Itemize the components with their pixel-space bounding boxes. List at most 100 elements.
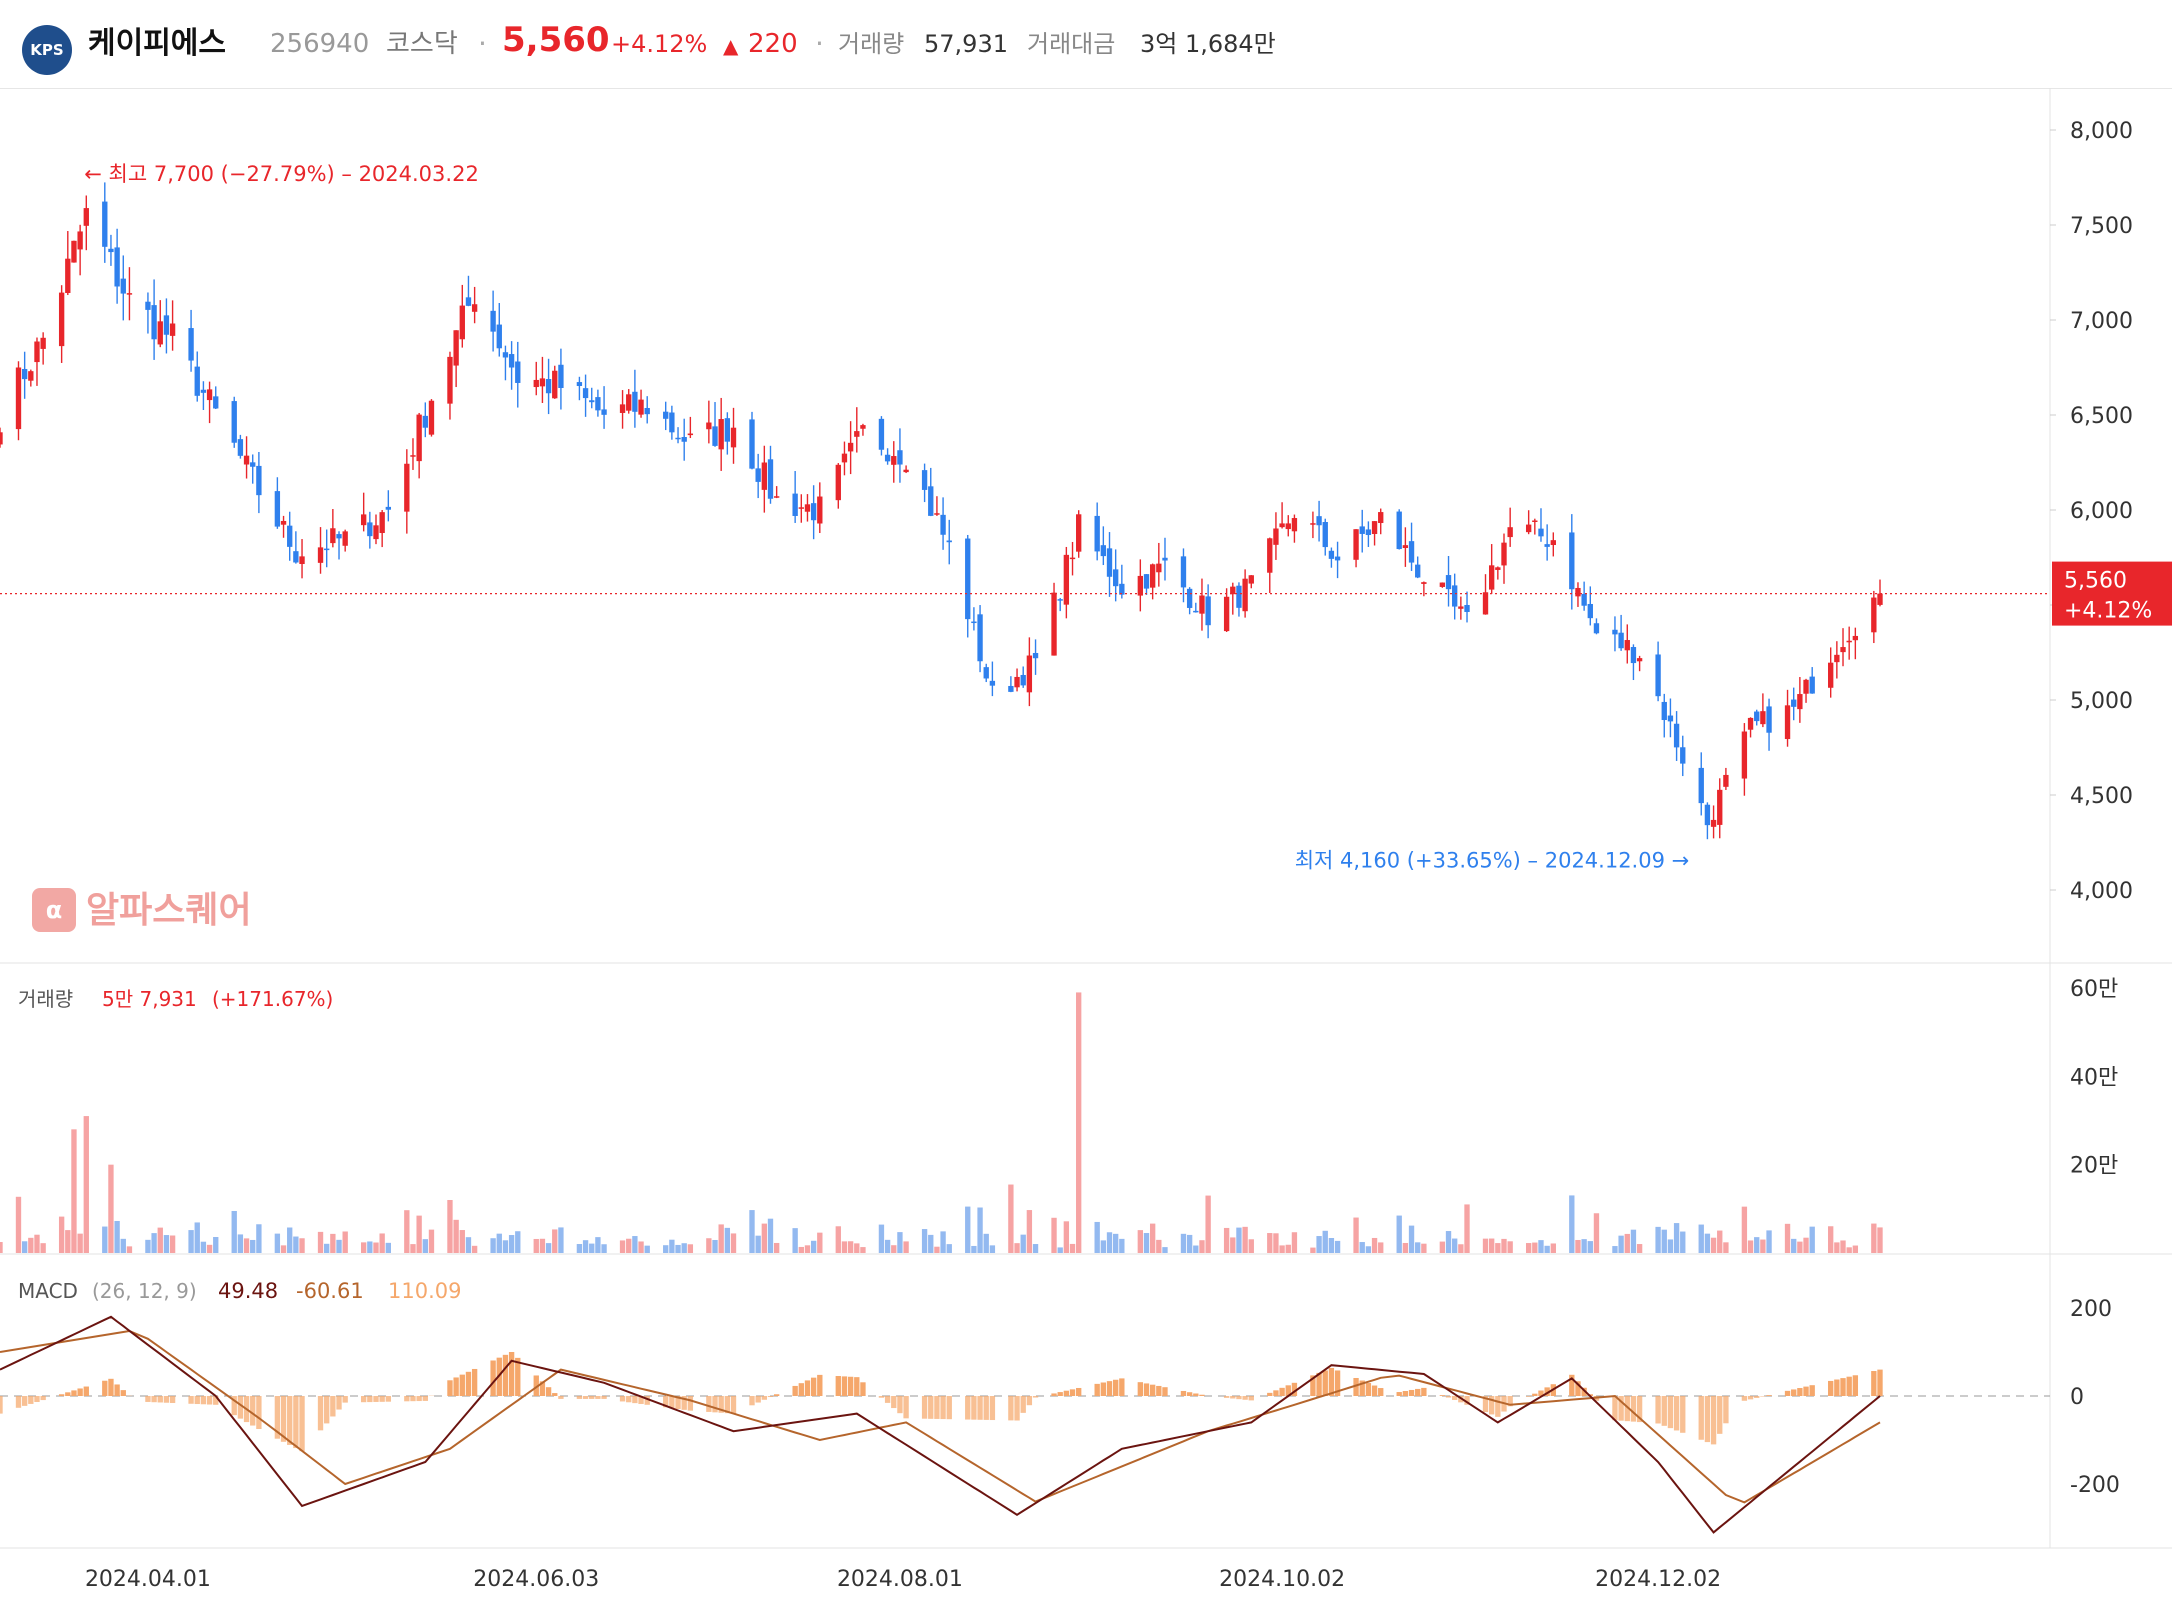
macd-histogram-bar bbox=[576, 1396, 583, 1399]
candle-body bbox=[1119, 583, 1125, 595]
volume-bar bbox=[243, 1238, 250, 1253]
volume-tick-label: 40만 bbox=[2070, 1065, 2118, 1090]
candle bbox=[21, 351, 28, 399]
macd-histogram-bar bbox=[767, 1396, 774, 1398]
candle-body bbox=[1458, 606, 1464, 609]
candle bbox=[293, 531, 299, 564]
macd-histogram-bar bbox=[1186, 1392, 1193, 1396]
candle bbox=[416, 412, 422, 479]
candle-body bbox=[1408, 541, 1415, 563]
macd-line bbox=[0, 1315, 1881, 1534]
candle bbox=[1482, 574, 1489, 615]
volume-bar bbox=[58, 1216, 65, 1253]
candle bbox=[712, 402, 718, 447]
macd-histogram-bar bbox=[798, 1383, 804, 1396]
macd-histogram-bar bbox=[1723, 1396, 1729, 1424]
macd-histogram-bar bbox=[1353, 1377, 1359, 1396]
macd-histogram-bar bbox=[508, 1352, 515, 1396]
current-price-badge-change: +4.12% bbox=[2064, 599, 2152, 624]
volume-bar bbox=[1162, 1247, 1168, 1253]
candle bbox=[1704, 802, 1711, 840]
candle bbox=[83, 195, 89, 251]
candle-body bbox=[336, 534, 342, 539]
macd-histogram-bar bbox=[237, 1396, 244, 1419]
candle bbox=[1316, 500, 1322, 542]
macd-histogram-bar bbox=[1322, 1370, 1328, 1396]
candle bbox=[1507, 507, 1513, 547]
candle-body bbox=[921, 470, 928, 490]
macd-histogram-bar bbox=[1223, 1396, 1230, 1398]
candle bbox=[1137, 559, 1144, 612]
macd-histogram-bar bbox=[280, 1396, 287, 1442]
macd-histogram-bar bbox=[213, 1396, 219, 1405]
candle-body bbox=[1020, 674, 1026, 686]
company-name[interactable]: 케이피에스 bbox=[88, 26, 226, 61]
candle bbox=[58, 285, 65, 363]
volume-bar bbox=[1353, 1217, 1359, 1253]
candle-body bbox=[422, 415, 428, 428]
macd-histogram-bar bbox=[1334, 1370, 1341, 1396]
volume-bar bbox=[508, 1235, 515, 1253]
macd-histogram-bar bbox=[619, 1396, 626, 1402]
candle bbox=[1180, 548, 1187, 603]
candle-body bbox=[410, 455, 416, 457]
macd-histogram-bar bbox=[835, 1376, 841, 1396]
candle-body bbox=[755, 468, 761, 482]
macd-histogram-bar bbox=[1846, 1376, 1852, 1396]
macd-histogram-bar bbox=[1630, 1396, 1637, 1422]
candle bbox=[989, 661, 996, 697]
histogram-value: 110.09 bbox=[388, 1279, 461, 1303]
macd-histogram-bar bbox=[231, 1396, 237, 1416]
candle bbox=[28, 369, 34, 387]
volume-label: 거래량 bbox=[838, 30, 905, 58]
volume-bar bbox=[1593, 1213, 1600, 1253]
candle-body bbox=[1710, 819, 1717, 827]
candle-body bbox=[293, 551, 299, 563]
volume-bar bbox=[1747, 1240, 1754, 1253]
macd-histogram-bar bbox=[1698, 1396, 1704, 1440]
price-tick-label: 8,000 bbox=[2070, 119, 2133, 144]
candle-body bbox=[983, 667, 989, 679]
volume-bar bbox=[34, 1234, 40, 1253]
candle-body bbox=[1741, 731, 1748, 779]
candle-body bbox=[237, 439, 244, 456]
candle bbox=[1680, 735, 1686, 777]
candle-body bbox=[373, 525, 379, 540]
candle-body bbox=[34, 341, 40, 363]
volume-bar bbox=[250, 1239, 256, 1253]
candle-body bbox=[243, 455, 250, 465]
macd-histogram-bar bbox=[761, 1396, 768, 1400]
volume-bar bbox=[256, 1224, 262, 1253]
candle bbox=[1069, 541, 1076, 576]
macd-histogram-bar bbox=[595, 1396, 601, 1399]
candle-body bbox=[490, 310, 496, 332]
macd-histogram-bar bbox=[1482, 1396, 1489, 1413]
candle bbox=[151, 279, 157, 360]
candle-body bbox=[761, 462, 768, 490]
volume-bar bbox=[1612, 1246, 1618, 1253]
amount-value: 3억 1,684만 bbox=[1140, 30, 1276, 58]
macd-histogram-bar bbox=[1612, 1396, 1618, 1421]
price-tick-label: 6,500 bbox=[2070, 404, 2133, 429]
candle-body bbox=[1445, 575, 1452, 590]
macd-histogram-bar bbox=[847, 1376, 854, 1396]
candle-body bbox=[360, 514, 367, 526]
candle-body bbox=[1525, 524, 1532, 533]
volume-bar bbox=[934, 1246, 940, 1253]
macd-histogram-bar bbox=[188, 1396, 194, 1404]
volume-bar bbox=[1544, 1245, 1550, 1253]
volume-bar bbox=[1193, 1245, 1199, 1253]
candle bbox=[804, 494, 811, 522]
volume-bar bbox=[151, 1233, 157, 1253]
volume-bar bbox=[1550, 1243, 1556, 1253]
macd-histogram-bar bbox=[114, 1384, 120, 1396]
volume-bar bbox=[447, 1200, 453, 1253]
volume-bar bbox=[1057, 1247, 1063, 1253]
candle-body bbox=[1760, 711, 1766, 725]
macd-histogram-bar bbox=[1359, 1380, 1365, 1396]
candle-body bbox=[1452, 585, 1458, 607]
volume-bar bbox=[299, 1238, 305, 1253]
company-logo: KPS bbox=[22, 25, 72, 75]
macd-histogram-bar bbox=[102, 1380, 108, 1396]
